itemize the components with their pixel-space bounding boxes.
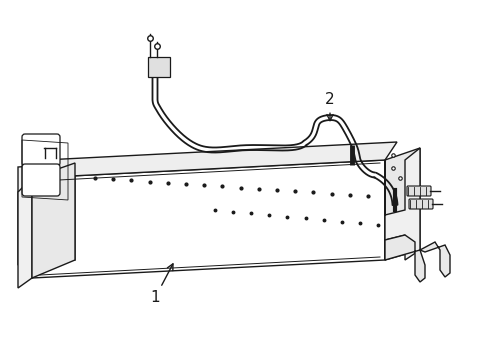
Polygon shape <box>32 142 396 178</box>
Polygon shape <box>32 163 75 278</box>
FancyBboxPatch shape <box>22 134 60 166</box>
Polygon shape <box>384 148 419 260</box>
Text: 1: 1 <box>150 264 173 306</box>
Polygon shape <box>419 242 449 277</box>
FancyBboxPatch shape <box>408 199 432 209</box>
FancyBboxPatch shape <box>406 186 430 196</box>
Polygon shape <box>384 148 419 260</box>
Polygon shape <box>18 163 75 265</box>
Polygon shape <box>384 235 424 282</box>
Polygon shape <box>18 178 32 288</box>
Bar <box>148 57 170 77</box>
Polygon shape <box>32 160 384 278</box>
Text: 2: 2 <box>325 93 334 121</box>
FancyBboxPatch shape <box>22 164 60 196</box>
